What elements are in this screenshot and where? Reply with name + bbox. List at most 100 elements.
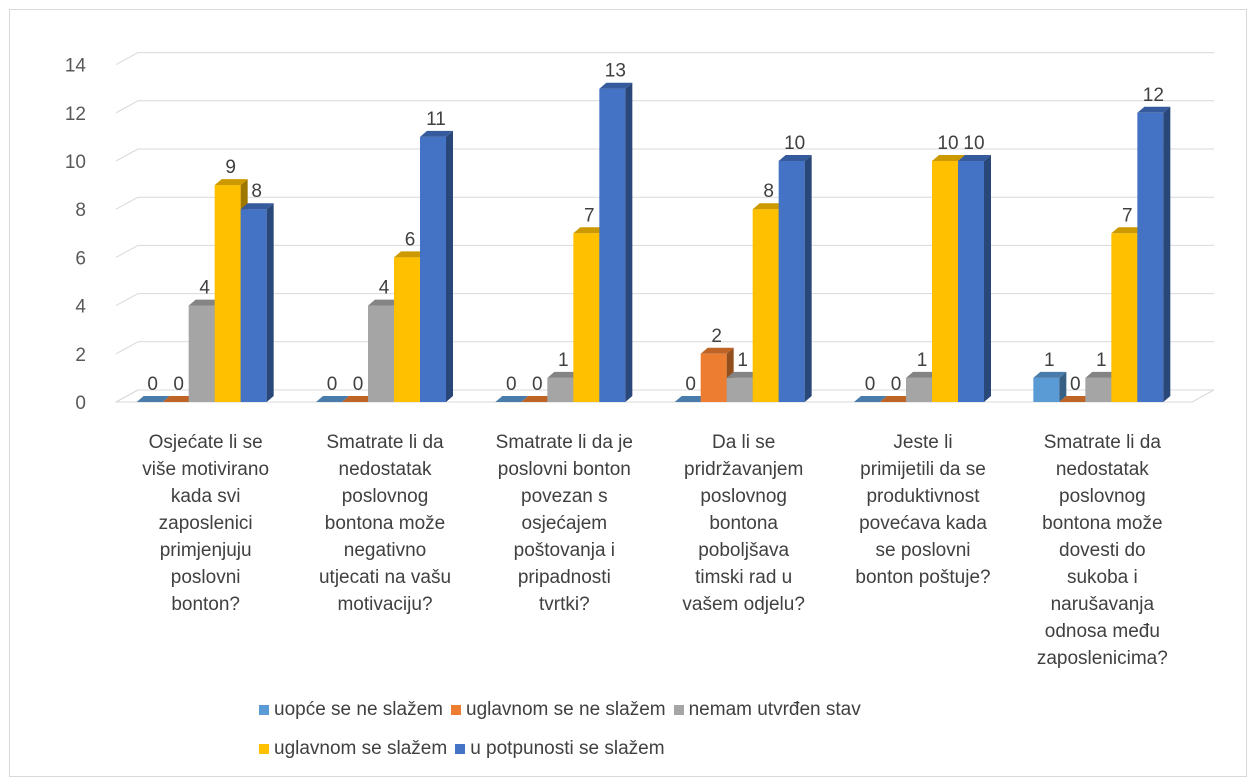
- category-label: povezan s: [521, 486, 608, 507]
- legend-label: uopće se ne slažem: [274, 699, 443, 720]
- data-label: 0: [327, 374, 338, 395]
- bar-top: [162, 396, 196, 402]
- legend-item: u potpunosti se slažem: [455, 738, 665, 760]
- bar-top: [342, 396, 375, 402]
- bar-side: [1059, 371, 1067, 402]
- data-label: 0: [685, 374, 696, 395]
- legend-swatch: [455, 744, 466, 754]
- category-label: se poslovni: [875, 540, 970, 561]
- gridline-side: [115, 293, 139, 307]
- legend-label: nemam utvrđen stav: [688, 699, 861, 720]
- legend-swatch: [259, 705, 269, 715]
- category-label: negativno: [344, 540, 426, 561]
- bar: [906, 377, 932, 402]
- y-tick-label: 6: [75, 248, 86, 269]
- category-label: narušavanja: [1051, 594, 1155, 615]
- category-label: osjećajem: [522, 513, 608, 534]
- chart-floor: [115, 389, 1215, 403]
- category-label: Smatrate li da je: [496, 432, 633, 453]
- bar-top: [752, 203, 786, 210]
- data-label: 10: [937, 133, 958, 154]
- category-label: pridržavanjem: [684, 459, 803, 480]
- bar-top: [495, 396, 529, 402]
- bar-top: [316, 396, 349, 402]
- bar: [1137, 112, 1164, 403]
- category-label: Smatrate li da: [326, 432, 444, 453]
- category-label: sukoba i: [1067, 567, 1138, 588]
- category-label: više motivirano: [142, 459, 269, 480]
- bar: [368, 305, 394, 402]
- category-label: Jeste li: [893, 432, 952, 453]
- data-label: 10: [784, 133, 805, 154]
- category-label: Smatrate li da: [1044, 432, 1162, 453]
- category-label: utjecati na vašu: [319, 567, 451, 588]
- legend-item: uglavnom se ne slažem: [451, 699, 666, 721]
- data-label: 9: [225, 157, 236, 178]
- y-tick-label: 12: [65, 104, 86, 125]
- bar: [958, 161, 984, 402]
- bar: [752, 209, 779, 402]
- category-label: poslovnog: [700, 486, 787, 507]
- bar-top: [214, 179, 248, 186]
- bar-top: [188, 299, 222, 306]
- gridline-side: [115, 52, 139, 66]
- bar: [240, 209, 267, 402]
- category-label: poslovnog: [1059, 486, 1146, 507]
- data-label: 1: [558, 350, 569, 371]
- legend-item: uopće se ne slažem: [259, 699, 443, 721]
- bar: [700, 353, 727, 402]
- bar-top: [136, 396, 170, 402]
- bar-top: [521, 396, 555, 402]
- y-tick-label: 14: [65, 56, 87, 77]
- gridline-side: [115, 196, 139, 210]
- bar-top: [778, 155, 812, 161]
- bar-side: [625, 82, 633, 402]
- data-label: 0: [173, 374, 184, 395]
- data-label: 0: [532, 374, 543, 395]
- bar: [214, 185, 241, 402]
- category-label: kada svi: [171, 486, 241, 507]
- category-label: bontona: [709, 513, 778, 534]
- bar: [420, 136, 446, 402]
- bar: [188, 305, 215, 402]
- category-label: tvrtki?: [539, 594, 590, 615]
- category-label: poslovnog: [342, 486, 429, 507]
- data-label: 0: [891, 374, 902, 395]
- legend-swatch: [451, 705, 461, 715]
- bar-top: [854, 396, 887, 402]
- legend-item: uglavnom se slažem: [259, 738, 447, 760]
- y-tick-label: 4: [75, 297, 86, 318]
- bar-top: [674, 396, 708, 402]
- legend-label: uglavnom se slažem: [274, 738, 448, 759]
- bar-top: [726, 371, 760, 378]
- category-label: poslovni bonton: [498, 459, 631, 480]
- bar-top: [1033, 371, 1067, 378]
- gridline-side: [115, 341, 139, 355]
- y-tick-label: 10: [65, 152, 86, 173]
- category-label: bonton poštuje?: [855, 567, 990, 588]
- bar-top: [599, 82, 633, 89]
- data-label: 8: [763, 181, 774, 202]
- category-label: poboljšava: [698, 540, 789, 561]
- data-label: 10: [963, 133, 984, 154]
- bar: [1033, 377, 1060, 402]
- legend-label: uglavnom se ne slažem: [466, 699, 666, 720]
- bar-top: [700, 347, 734, 354]
- category-label: timski rad u: [695, 567, 792, 588]
- bar: [547, 377, 574, 402]
- data-label: 1: [737, 350, 748, 371]
- legend-swatch: [259, 744, 269, 754]
- gridline-side: [115, 148, 139, 162]
- data-label: 11: [426, 109, 446, 130]
- category-label: vašem odjelu?: [682, 594, 805, 615]
- bar-top: [394, 251, 427, 258]
- bar-side: [1163, 106, 1171, 403]
- bar-top: [420, 130, 453, 137]
- bar: [1111, 233, 1138, 402]
- bar-side: [804, 155, 812, 402]
- category-label: Da li se: [712, 432, 775, 453]
- bar-side: [266, 203, 274, 402]
- y-tick-label: 8: [75, 200, 86, 221]
- data-label: 0: [147, 374, 158, 395]
